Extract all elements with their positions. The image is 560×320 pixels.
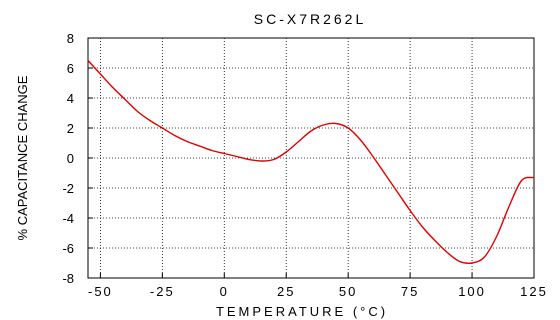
x-tick-label: -50 — [88, 284, 113, 299]
grid — [88, 38, 534, 278]
y-tick-label: 2 — [67, 121, 74, 136]
chart-title: SC-X7R262L — [254, 11, 367, 27]
x-tick-label: 100 — [458, 284, 486, 299]
x-tick-label: 25 — [277, 284, 295, 299]
series — [88, 61, 534, 264]
y-axis-title: % CAPACITANCE CHANGE — [15, 75, 30, 240]
y-tick-label: 8 — [67, 31, 74, 46]
x-tick-label: 75 — [401, 284, 419, 299]
tick-labels: -50 -25 0 25 50 75 100 125 -8 -6 -4 -2 0 2 4 6 8 — [62, 31, 547, 299]
series-line — [88, 61, 534, 264]
y-tick-label: -6 — [62, 241, 74, 256]
x-tick-label: 0 — [220, 284, 229, 299]
y-tick-label: 0 — [67, 151, 74, 166]
y-tick-label: -4 — [62, 211, 74, 226]
y-tick-label: 4 — [67, 91, 74, 106]
y-tick-label: 6 — [67, 61, 74, 76]
x-tick-label: 125 — [520, 284, 548, 299]
x-tick-label: -25 — [150, 284, 175, 299]
x-tick-label: 50 — [339, 284, 357, 299]
y-tick-label: -2 — [62, 181, 74, 196]
y-tick-label: -8 — [62, 271, 74, 286]
x-axis-title: TEMPERATURE (°C) — [216, 304, 388, 319]
